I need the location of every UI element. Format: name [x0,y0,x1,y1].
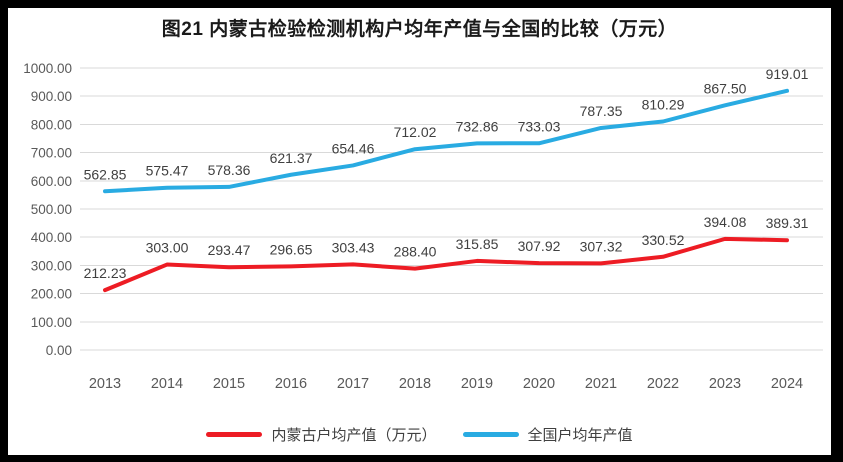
chart-title: 图21 内蒙古检验检测机构户均年产值与全国的比较（万元） [161,19,678,40]
y-tick-label: 400.00 [31,230,72,245]
data-label: 307.32 [580,238,623,254]
data-label: 732.86 [456,118,499,134]
line-chart: 0.00 100.00 200.00 300.00 400.00 500.00 600.00… [23,61,823,392]
y-tick-label: 700.00 [31,146,72,161]
y-tick-label: 1000.00 [23,61,72,76]
data-label: 712.02 [394,124,437,140]
y-tick-label: 600.00 [31,174,72,189]
data-label: 303.43 [332,239,375,255]
data-label: 654.46 [332,140,375,156]
data-label: 575.47 [146,163,189,179]
x-tick-label: 2021 [585,376,617,392]
legend-red-line-icon [206,432,263,437]
data-label: 212.23 [84,265,127,281]
data-label: 315.85 [456,236,499,252]
data-label: 810.29 [642,96,685,112]
data-label: 330.52 [642,232,685,248]
chart-legend: 内蒙古户均产值（万元） 全国户均年产值 [8,424,831,445]
x-tick-label: 2024 [771,376,803,392]
data-label: 394.08 [704,214,747,230]
x-tick-label: 2017 [337,376,369,392]
data-label: 562.85 [84,166,127,182]
series-line-1 [103,88,789,194]
data-label: 733.03 [518,118,561,134]
legend-blue-line-icon [462,432,519,437]
x-tick-label: 2015 [213,376,245,392]
data-label: 867.50 [704,80,747,96]
x-tick-label: 2019 [461,376,493,392]
data-label: 787.35 [580,103,623,119]
x-tick-label: 2016 [275,376,307,392]
data-label: 578.36 [208,162,251,178]
x-tick-label: 2020 [523,376,555,392]
x-tick-label: 2022 [647,376,679,392]
legend-item-neimenggu: 内蒙古户均产值（万元） [206,424,437,445]
legend-label-neimenggu: 内蒙古户均产值（万元） [271,427,437,444]
data-label: 389.31 [766,215,809,231]
data-label: 296.65 [270,241,313,257]
y-tick-label: 500.00 [31,202,72,217]
legend-item-national: 全国户均年产值 [462,424,633,445]
data-label: 288.40 [394,244,437,260]
y-tick-label: 100.00 [31,315,72,330]
x-tick-label: 2018 [399,376,431,392]
y-tick-label: 800.00 [31,117,72,132]
x-tick-label: 2014 [151,376,183,392]
y-tick-label: 0.00 [46,343,72,358]
data-label: 621.37 [270,150,313,166]
data-label: 293.47 [208,242,251,258]
y-tick-label: 300.00 [31,258,72,273]
series-line-0 [103,236,789,293]
data-label: 919.01 [766,66,809,82]
data-label: 303.00 [146,240,189,256]
x-tick-label: 2023 [709,376,741,392]
legend-label-national: 全国户均年产值 [527,427,633,444]
data-label: 307.92 [518,238,561,254]
x-tick-label: 2013 [89,376,121,392]
y-tick-label: 200.00 [31,287,72,302]
y-tick-label: 900.00 [31,89,72,104]
